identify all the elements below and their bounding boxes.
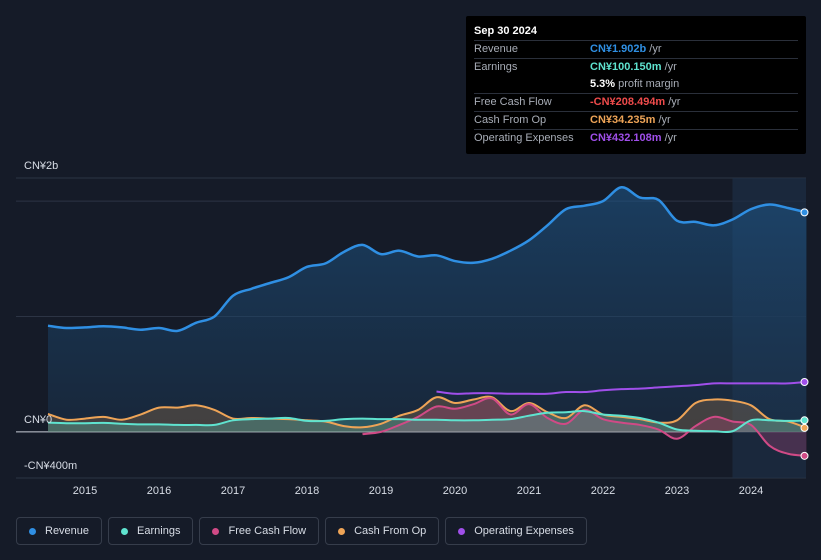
- cash-from-op-area: [48, 396, 807, 432]
- tooltip-row-unit: /yr: [668, 96, 681, 108]
- legend-dot-icon: [458, 527, 466, 535]
- x-tick-label: 2017: [221, 485, 245, 497]
- legend-item-earnings[interactable]: Earnings: [108, 517, 194, 545]
- legend-dot-icon: [212, 527, 220, 535]
- earnings-line: [47, 410, 807, 434]
- tooltip-row-value: 5.3%: [590, 78, 616, 90]
- tooltip-row-value: -CN¥208.494m: [590, 96, 666, 108]
- tooltip-row-label: Operating Expenses: [474, 132, 574, 144]
- x-tick-label: 2024: [739, 485, 763, 497]
- tooltip-row-unit: /yr: [664, 61, 677, 73]
- x-tick-label: 2023: [665, 485, 689, 497]
- tooltip-row-unit: /yr: [664, 132, 677, 144]
- legend-item-cash-from-op[interactable]: Cash From Op: [325, 517, 440, 545]
- legend-label: Free Cash Flow: [228, 525, 307, 537]
- x-tick-label: 2020: [443, 485, 467, 497]
- legend-item-free-cash-flow[interactable]: Free Cash Flow: [199, 517, 320, 545]
- tooltip-row-label: Free Cash Flow: [474, 96, 552, 108]
- revenue-line: [47, 185, 807, 333]
- operating-expenses-line: [436, 381, 807, 395]
- tooltip-row: Earnings CN¥100.150m/yr: [474, 58, 798, 76]
- tooltip-row-unit: /yr: [649, 43, 662, 55]
- hover-tooltip: Sep 30 2024 Revenue CN¥1.902b/yr Earnings C…: [466, 16, 806, 154]
- legend-label: Operating Expenses: [474, 525, 574, 537]
- legend-item-revenue[interactable]: Revenue: [16, 517, 103, 545]
- tooltip-row-label: Revenue: [474, 43, 519, 55]
- x-tick-label: 2015: [73, 485, 97, 497]
- legend: Revenue Earnings Free Cash Flow Cash From O…: [16, 517, 587, 545]
- tooltip-row: Operating Expenses CN¥432.108m/yr: [474, 129, 798, 147]
- tooltip-row: Free Cash Flow -CN¥208.494m/yr: [474, 93, 798, 111]
- tooltip-row-value: CN¥1.902b: [590, 43, 647, 55]
- tooltip-row-label: Earnings: [474, 61, 518, 73]
- revenue-end-marker: [800, 208, 809, 217]
- x-tick-label: 2022: [591, 485, 615, 497]
- operating-expenses-end-marker: [800, 378, 809, 386]
- y-tick-bottom: -CN¥400m: [24, 460, 78, 472]
- legend-dot-icon: [338, 527, 346, 535]
- tooltip-row-label: Cash From Op: [474, 114, 547, 126]
- legend-item-operating-expenses[interactable]: Operating Expenses: [445, 517, 587, 545]
- x-tick-label: 2016: [147, 485, 171, 497]
- tooltip-row-unit: /yr: [658, 114, 671, 126]
- y-tick-top: CN¥2b: [24, 160, 59, 172]
- cash-from-op-line: [47, 395, 807, 429]
- free-cash-flow-end-marker: [800, 451, 809, 460]
- tooltip-row-value: CN¥432.108m: [590, 132, 662, 144]
- tooltip-row-value: CN¥100.150m: [590, 61, 662, 73]
- tooltip-row-unit: profit margin: [618, 78, 680, 90]
- legend-label: Earnings: [137, 525, 181, 537]
- earnings-end-marker: [800, 416, 809, 425]
- tooltip-row-label: [474, 76, 590, 93]
- legend-label: Cash From Op: [354, 525, 427, 537]
- tooltip-row-value: CN¥34.235m: [590, 114, 656, 126]
- x-tick-label: 2018: [295, 485, 319, 497]
- legend-dot-icon: [121, 527, 129, 535]
- y-tick-zero: CN¥0: [24, 414, 53, 426]
- x-tick-label: 2021: [517, 485, 541, 497]
- free-cash-flow-area: [362, 398, 807, 456]
- tooltip-row: Revenue CN¥1.902b/yr: [474, 40, 798, 58]
- legend-label: Revenue: [45, 525, 90, 537]
- cash-from-op-end-marker: [800, 423, 809, 432]
- tooltip-row: 5.3% profit margin: [474, 76, 798, 93]
- tooltip-row: Cash From Op CN¥34.235m/yr: [474, 111, 798, 129]
- revenue-area: [48, 187, 807, 432]
- legend-dot-icon: [29, 527, 36, 535]
- tooltip-date: Sep 30 2024: [474, 25, 537, 37]
- x-tick-label: 2019: [369, 485, 393, 497]
- free-cash-flow-line: [362, 397, 807, 457]
